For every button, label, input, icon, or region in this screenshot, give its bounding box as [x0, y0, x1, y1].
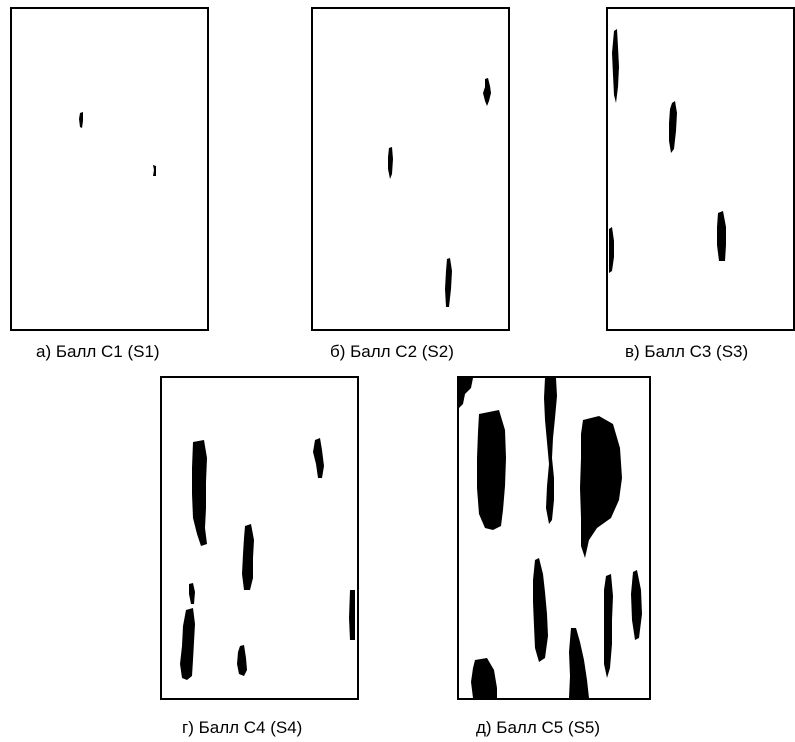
- inclusion-pattern-s2: [388, 78, 491, 307]
- caption-s5: д) Балл С5 (S5): [476, 718, 601, 737]
- panel-s2: [311, 7, 510, 331]
- panel-s4: [160, 376, 359, 700]
- caption-s1: а) Балл С1 (S1): [36, 342, 160, 361]
- inclusion-pattern-s5: [459, 378, 642, 698]
- inclusion-pattern-s3: [609, 29, 726, 273]
- inclusion-pattern-s4: [180, 438, 355, 680]
- inclusion-pattern-s1: [79, 112, 156, 176]
- panel-s1: [10, 7, 209, 331]
- panel-s3: [606, 7, 795, 331]
- caption-s2: б) Балл С2 (S2): [330, 342, 454, 361]
- caption-s4: г) Балл С4 (S4): [182, 718, 303, 737]
- panel-s5: [457, 376, 651, 700]
- caption-s3: в) Балл С3 (S3): [625, 342, 749, 361]
